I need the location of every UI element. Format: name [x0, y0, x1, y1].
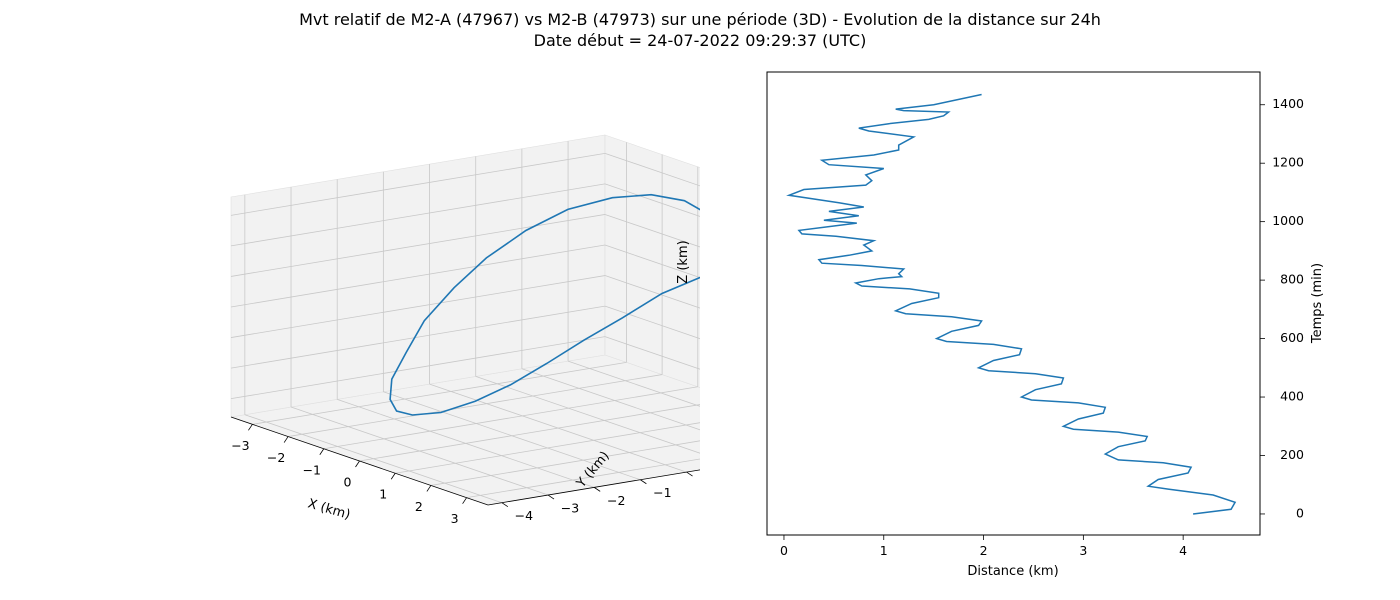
grid-line — [230, 305, 606, 369]
x-tick-label: −1 — [303, 462, 321, 477]
x-tick-label: 1 — [379, 487, 387, 502]
grid-line — [604, 244, 700, 278]
y-tick-mark — [501, 502, 509, 508]
grid-line — [230, 183, 606, 247]
z-axis-label: Z (km) — [676, 240, 691, 283]
grid-line — [466, 458, 700, 499]
grid-line — [475, 376, 700, 454]
grid-line — [604, 214, 700, 248]
grid-line — [604, 183, 700, 217]
x-tick-label: 0 — [780, 543, 788, 558]
grid-line — [230, 275, 606, 338]
y-tick-label: −2 — [607, 493, 625, 508]
y-axis-ticks: 0 200 400 600 800 1000 1200 1400 — [1260, 96, 1304, 520]
y-tick-label: −4 — [515, 508, 533, 523]
x-tick-mark — [355, 460, 360, 468]
x-tick-label: 2 — [415, 499, 423, 514]
grid-line — [383, 391, 641, 481]
axes-3d-grid — [230, 141, 700, 504]
y-tick-label: 400 — [1280, 389, 1304, 404]
grid-line — [252, 361, 627, 425]
trajectory-line — [389, 193, 700, 416]
x-tick-label: 0 — [344, 475, 352, 490]
grid-line — [521, 368, 700, 431]
y-tick-label: 200 — [1280, 447, 1304, 462]
grid-line — [230, 152, 606, 216]
grid-line — [288, 374, 663, 437]
grid-line — [604, 152, 700, 187]
y-tick-label: −3 — [561, 501, 579, 516]
grid-line — [359, 404, 700, 462]
grid-line — [230, 214, 606, 277]
y-tick-label: 800 — [1280, 272, 1304, 287]
x-tick-label: 1 — [880, 543, 888, 558]
grid-line — [395, 422, 700, 474]
grid-line — [567, 360, 700, 407]
x-tick-label: −3 — [231, 438, 249, 453]
x-tick-mark — [248, 424, 253, 431]
x-axis-ticks: 0 1 2 3 4 — [780, 535, 1187, 558]
grid-line — [337, 399, 595, 488]
y-axis-label: Temps (min) — [1310, 263, 1325, 344]
distance-series-line — [786, 93, 1237, 515]
figure-subtitle: Date début = 24-07-2022 09:29:37 (UTC) — [533, 31, 867, 50]
plot-frame — [766, 71, 1261, 536]
y-tick-mark — [593, 487, 601, 492]
y-tick-mark — [640, 479, 647, 485]
grid-line — [604, 275, 700, 309]
grid-line — [430, 440, 700, 486]
grid-line — [429, 383, 687, 473]
x-tick-label: 3 — [451, 511, 459, 526]
y-tick-label: 1400 — [1272, 96, 1304, 111]
y-tick-label: 0 — [1296, 505, 1304, 520]
x-tick-label: 2 — [980, 543, 988, 558]
x-tick-mark — [283, 436, 289, 443]
grid-line — [604, 305, 700, 340]
y-tick-mark — [547, 494, 555, 500]
x-tick-label: −2 — [267, 450, 285, 465]
y-tick-mark — [686, 471, 693, 477]
x-tick-label: 3 — [1079, 543, 1087, 558]
y-axis-line — [487, 469, 700, 506]
grid-line — [230, 336, 606, 400]
y-tick-label: 600 — [1280, 330, 1304, 345]
x-tick-mark — [319, 448, 325, 455]
x-tick-mark — [426, 485, 432, 492]
y-tick-label: 1200 — [1272, 155, 1304, 170]
y-tick-label: 1000 — [1272, 213, 1304, 228]
x-tick-label: 4 — [1179, 543, 1187, 558]
y-tick-label: −1 — [653, 485, 671, 500]
grid-line — [290, 406, 549, 496]
grid-line — [604, 336, 700, 370]
x-tick-mark — [390, 473, 396, 480]
grid-line — [230, 244, 606, 308]
x-axis-label: Distance (km) — [967, 564, 1058, 579]
x-tick-mark — [462, 497, 467, 504]
grid-line — [244, 414, 502, 504]
figure-title: Mvt relatif de M2-A (47967) vs M2-B (479… — [299, 10, 1101, 29]
grid-line — [323, 386, 698, 450]
